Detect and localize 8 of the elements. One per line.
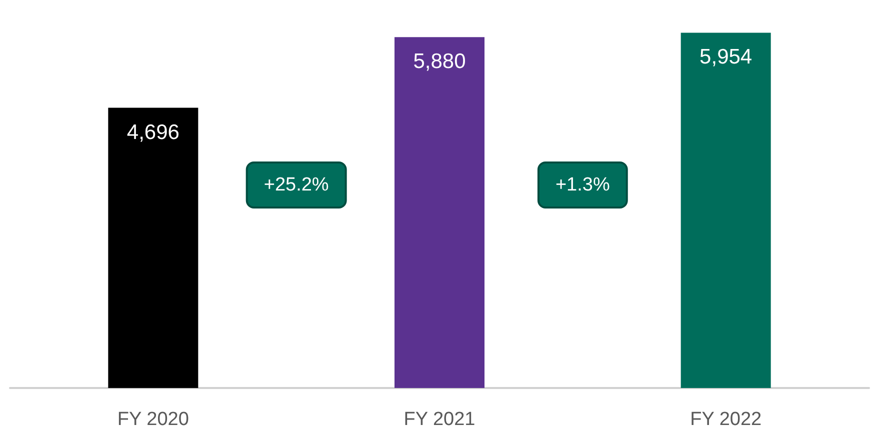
x-tick-label: FY 2022 (690, 409, 762, 430)
data-label: 4,696 (126, 120, 180, 144)
x-tick-label: FY 2020 (117, 409, 189, 430)
data-label: 5,954 (700, 46, 752, 69)
x-tick-label: FY 2021 (404, 409, 476, 430)
annotation: +25.2% (264, 174, 329, 196)
annotation: +1.3% (555, 174, 610, 196)
data-label: 5,880 (413, 50, 466, 74)
